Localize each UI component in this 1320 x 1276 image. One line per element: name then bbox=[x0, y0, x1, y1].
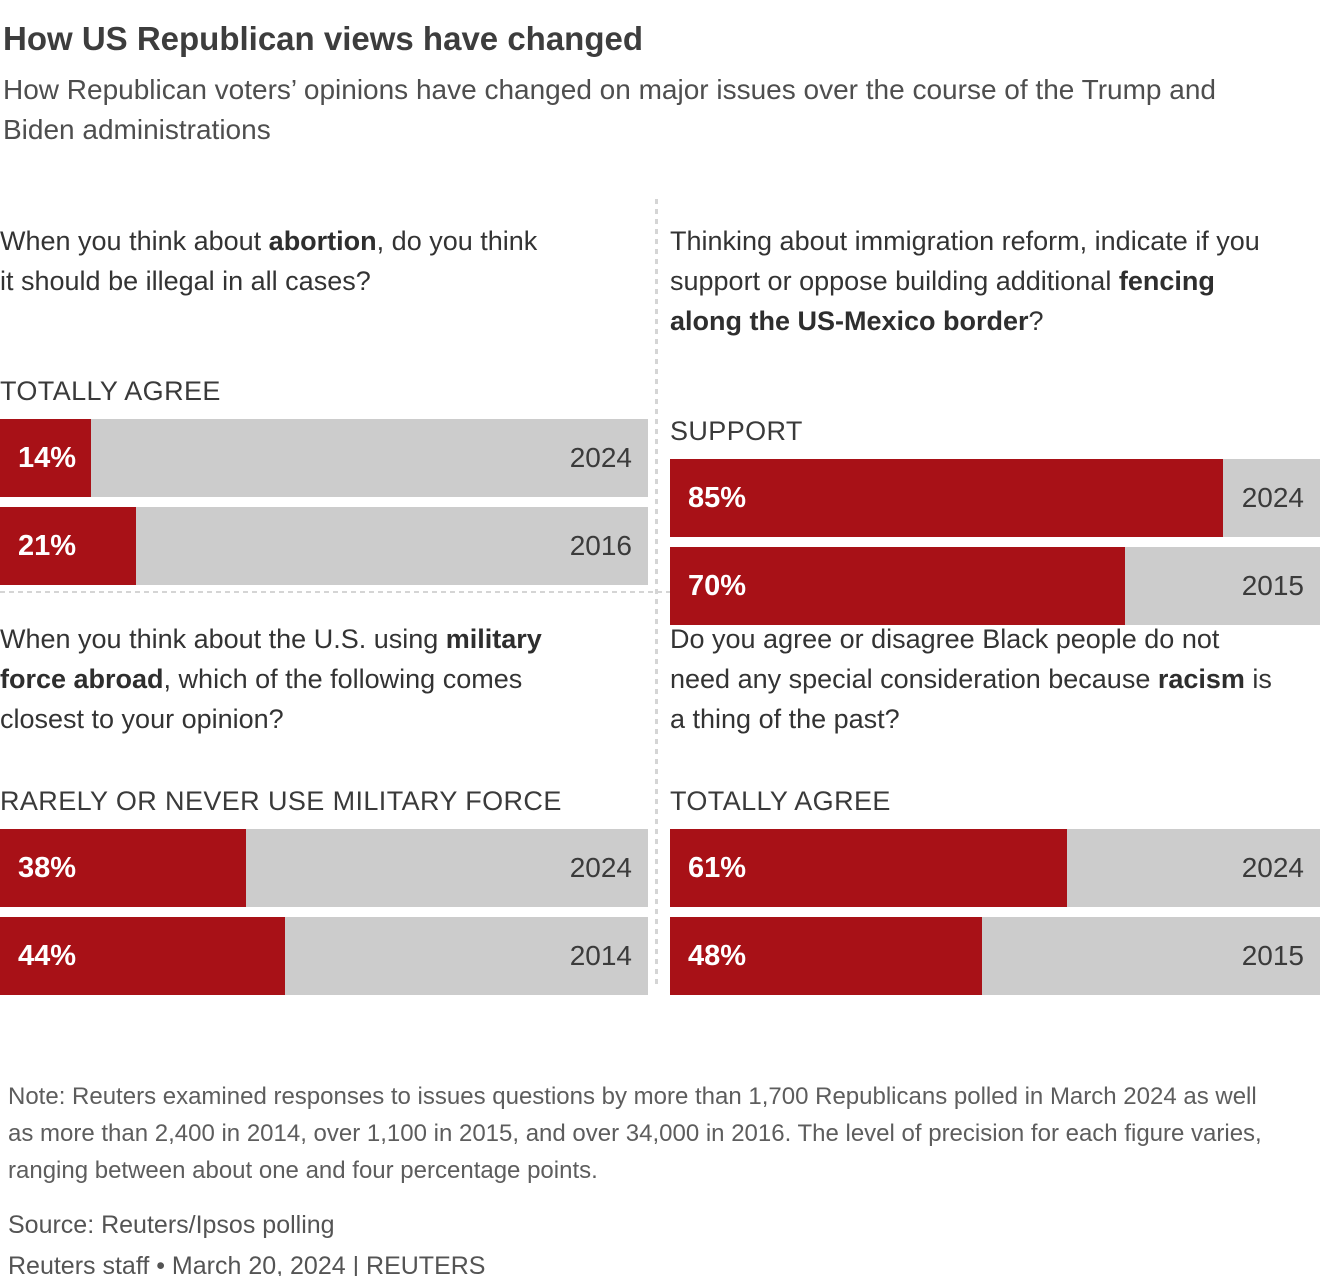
bar-year-label: 2015 bbox=[1241, 570, 1304, 601]
bar-year-label: 2024 bbox=[569, 442, 632, 473]
bar-year-label: 2024 bbox=[1241, 852, 1304, 883]
bar-row: 85% 2024 bbox=[670, 459, 1320, 537]
bar-year-label: 2024 bbox=[1241, 482, 1304, 513]
note-text: Note: Reuters examined responses to issu… bbox=[8, 1083, 1262, 1184]
question-post: , which of the following comes closest t… bbox=[0, 664, 523, 734]
bar-value-label: 38% bbox=[18, 851, 77, 884]
panel-military-force: When you think about the U.S. using mili… bbox=[0, 592, 648, 995]
horizontal-divider bbox=[0, 591, 1320, 593]
bar-row: 21% 2016 bbox=[0, 507, 648, 585]
bar-row: 14% 2024 bbox=[0, 419, 648, 497]
bar-value-label: 48% bbox=[688, 939, 747, 972]
question-block: Do you agree or disagree Black people do… bbox=[670, 592, 1320, 766]
panel-racism: Do you agree or disagree Black people do… bbox=[670, 592, 1320, 995]
page-title: How US Republican views have changed bbox=[3, 20, 644, 57]
question-bold: abortion bbox=[268, 226, 377, 256]
bar-group: 14% 2024 21% 2016 bbox=[0, 419, 648, 585]
category-label: SUPPORT bbox=[670, 416, 803, 446]
bar-fill: 70% bbox=[670, 547, 1125, 625]
bar-fill: 48% bbox=[670, 917, 982, 995]
bar-year-label: 2014 bbox=[569, 940, 632, 971]
question-text: When you think about the U.S. using mili… bbox=[0, 619, 592, 739]
bar-fill: 14% bbox=[0, 419, 91, 497]
bar-group: 38% 2024 44% 2014 bbox=[0, 829, 648, 995]
question-bold: racism bbox=[1157, 664, 1245, 694]
category-label: RARELY OR NEVER USE MILITARY FORCE bbox=[0, 786, 562, 816]
bar-value-label: 70% bbox=[688, 569, 747, 602]
question-pre: Do you agree or disagree Black people do… bbox=[670, 624, 1220, 694]
question-post: ? bbox=[1028, 306, 1044, 336]
bar-year-label: 2024 bbox=[569, 852, 632, 883]
footer: Note: Reuters examined responses to issu… bbox=[0, 1078, 1320, 1276]
bar-fill: 38% bbox=[0, 829, 247, 907]
bar-group: 85% 2024 70% 2015 bbox=[670, 459, 1320, 625]
panel-abortion: When you think about abortion, do you th… bbox=[0, 194, 648, 592]
question-block: Thinking about immigration reform, indic… bbox=[670, 194, 1320, 368]
page-subtitle: How Republican voters’ opinions have cha… bbox=[3, 74, 1216, 145]
bar-value-label: 61% bbox=[688, 851, 747, 884]
question-text: When you think about abortion, do you th… bbox=[0, 221, 540, 301]
bar-fill: 21% bbox=[0, 507, 137, 585]
category-label: TOTALLY AGREE bbox=[670, 786, 891, 816]
bar-row: 61% 2024 bbox=[670, 829, 1320, 907]
bar-fill: 85% bbox=[670, 459, 1223, 537]
question-bold: military force abroad bbox=[0, 624, 542, 694]
question-text: Do you agree or disagree Black people do… bbox=[670, 619, 1274, 739]
bar-value-label: 14% bbox=[18, 441, 77, 474]
question-bold: fencing along the US-Mexico border bbox=[670, 266, 1215, 336]
bar-group: 61% 2024 48% 2015 bbox=[670, 829, 1320, 995]
bar-fill: 61% bbox=[670, 829, 1067, 907]
question-pre: Thinking about immigration reform, indic… bbox=[670, 226, 1260, 296]
bar-value-label: 21% bbox=[18, 529, 77, 562]
panel-border-fencing: Thinking about immigration reform, indic… bbox=[670, 194, 1320, 625]
question-pre: When you think about bbox=[0, 226, 269, 256]
bar-row: 48% 2015 bbox=[670, 917, 1320, 995]
question-block: When you think about the U.S. using mili… bbox=[0, 592, 648, 766]
question-text: Thinking about immigration reform, indic… bbox=[670, 221, 1282, 341]
bar-value-label: 44% bbox=[18, 939, 77, 972]
bar-year-label: 2015 bbox=[1241, 940, 1304, 971]
category-label: TOTALLY AGREE bbox=[0, 376, 221, 406]
header: How US Republican views have changed How… bbox=[0, 0, 1320, 150]
bar-row: 38% 2024 bbox=[0, 829, 648, 907]
question-pre: When you think about the U.S. using bbox=[0, 624, 446, 654]
bar-value-label: 85% bbox=[688, 481, 747, 514]
charts-grid: When you think about abortion, do you th… bbox=[0, 194, 1320, 995]
question-post: is a thing of the past? bbox=[670, 664, 1272, 734]
bar-year-label: 2016 bbox=[569, 530, 632, 561]
bar-row: 44% 2014 bbox=[0, 917, 648, 995]
question-post: , do you think it should be illegal in a… bbox=[0, 226, 538, 296]
bar-row: 70% 2015 bbox=[670, 547, 1320, 625]
bar-fill: 44% bbox=[0, 917, 286, 995]
source-text: Source: Reuters/Ipsos polling bbox=[8, 1211, 335, 1239]
question-block: When you think about abortion, do you th… bbox=[0, 194, 648, 328]
credit-text: Reuters staff • March 20, 2024 | REUTERS bbox=[8, 1252, 486, 1276]
